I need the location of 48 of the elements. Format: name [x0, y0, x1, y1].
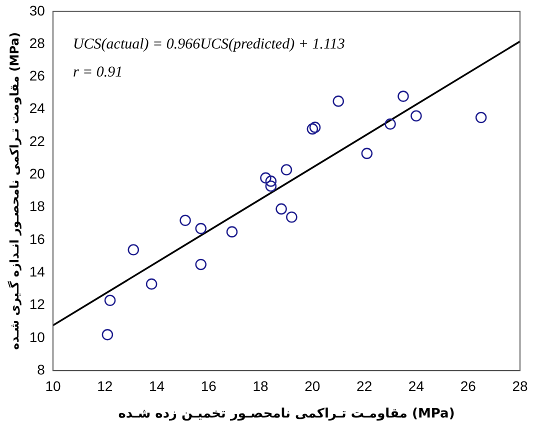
- point: [260, 172, 272, 184]
- x-tick-label: 14: [148, 378, 165, 394]
- y-tick-label: 22: [29, 132, 46, 149]
- annotation: r = 0.91: [72, 64, 123, 80]
- x-tick-label: 18: [252, 378, 269, 394]
- point: [306, 123, 318, 135]
- y-tick-label: 12: [29, 296, 46, 312]
- point: [102, 329, 114, 340]
- point: [195, 258, 207, 270]
- point: [276, 203, 287, 215]
- x-tick-label: 22: [356, 378, 372, 394]
- y-axis-title: مقاومت تـراکمی نامحصـور انـدازه گـیری شـده (MPa): [7, 32, 22, 350]
- point: [361, 148, 373, 160]
- x-tick-label: 24: [408, 378, 424, 394]
- point: [398, 90, 409, 102]
- point: [286, 211, 298, 223]
- x-tick-label: 10: [45, 378, 61, 394]
- point: [280, 164, 292, 176]
- y-tick-label: 14: [29, 263, 46, 280]
- x-tick-label: 12: [97, 378, 113, 394]
- point: [384, 118, 396, 130]
- y-tick-label: 10: [29, 328, 46, 345]
- y-tick-label: 28: [29, 34, 46, 51]
- y-tick-label: 26: [29, 68, 46, 84]
- point: [226, 226, 238, 238]
- y-tick-label: 16: [29, 230, 46, 247]
- y-tick-label: 20: [29, 166, 46, 182]
- x-tick-label: 16: [200, 378, 217, 394]
- point: [195, 222, 207, 234]
- point: [128, 244, 140, 256]
- y-tick-label: 24: [29, 100, 46, 116]
- x-tick-label: 28: [512, 378, 528, 394]
- point: [332, 96, 344, 107]
- y-tick-label: 8: [37, 361, 46, 378]
- y-tick-label: 18: [29, 198, 46, 214]
- x-axis-title: مقاومـت تـراکمی نامحصـور تخمیـن زده شـده (MPa): [118, 406, 455, 422]
- point: [180, 214, 191, 226]
- annotation: UCS(actual) = 0.966UCS(predicted) + 1.113: [72, 36, 345, 52]
- point: [309, 122, 321, 133]
- point: [475, 112, 487, 124]
- y-tick-label: 30: [29, 2, 46, 18]
- x-tick-label: 20: [304, 378, 320, 394]
- point: [265, 180, 277, 192]
- point: [265, 176, 277, 187]
- point: [146, 278, 158, 290]
- point: [410, 110, 422, 122]
- point: [104, 294, 116, 306]
- x-tick-label: 26: [460, 378, 476, 394]
